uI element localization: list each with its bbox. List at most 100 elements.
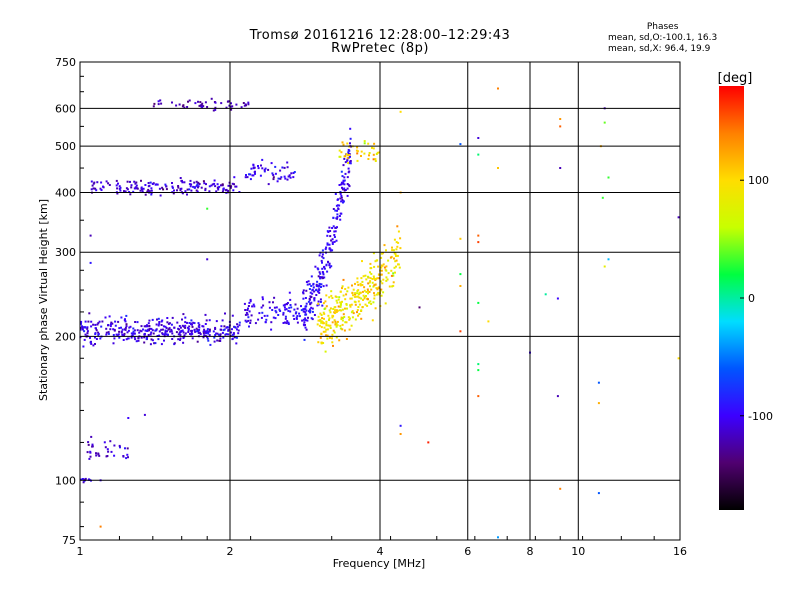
data-point [270,162,273,165]
data-point [559,167,562,169]
data-point [349,304,352,307]
data-point [92,323,95,326]
data-point [272,316,275,319]
data-point [364,274,367,277]
data-point [356,159,359,162]
data-point [196,183,199,186]
data-point [213,179,216,182]
data-point [245,104,247,107]
data-point [293,318,296,320]
x-axis-ticks: 1 2 4 6 8 10 16 [77,536,687,558]
data-point [274,317,277,320]
data-point [167,322,170,325]
data-point [129,180,131,183]
data-point [90,188,93,191]
data-point [310,301,313,304]
data-point [322,330,325,333]
data-point [155,329,158,332]
data-point [206,337,209,340]
data-point [231,328,233,331]
data-point [87,441,90,444]
data-point [373,142,376,145]
data-point [100,325,103,328]
data-point [197,322,200,325]
data-point [335,296,338,298]
data-point [353,300,356,303]
data-point [347,152,350,155]
data-point [124,326,127,329]
data-point [276,180,279,183]
data-point [348,170,351,173]
data-point [459,330,462,333]
data-point [145,336,148,339]
data-point [393,257,395,260]
data-point [351,316,354,319]
data-point [90,325,93,328]
data-point [356,152,359,155]
data-point [607,258,610,261]
data-point [477,301,480,304]
data-point [360,150,363,153]
data-point [83,330,86,333]
data-point [220,102,223,105]
data-point [339,192,342,195]
data-point [372,275,375,278]
data-point [179,337,182,340]
data-point [356,292,358,295]
data-point [253,166,256,169]
data-point [190,183,193,186]
data-point [89,451,92,454]
data-point [160,328,163,331]
data-point [343,157,346,160]
data-point [270,321,273,324]
data-point [144,325,147,328]
data-point [224,312,226,315]
data-point [259,174,262,177]
data-point [399,237,402,240]
data-point [158,187,161,190]
data-point [349,305,352,308]
data-point [105,333,108,336]
data-point [376,151,379,154]
data-point [84,477,87,480]
data-point [312,286,315,289]
data-point [206,329,209,332]
data-point [298,312,301,315]
data-point [304,308,307,311]
data-point [375,277,378,280]
data-point [168,327,171,330]
data-point [325,264,328,267]
data-point [178,325,181,327]
data-point [330,294,333,297]
data-point [203,328,206,331]
data-point [154,183,157,186]
data-point [166,330,168,333]
data-point [196,190,199,193]
data-point [331,337,333,340]
data-point [272,301,274,304]
data-point [287,309,290,312]
data-point [115,184,118,187]
data-point [393,252,396,255]
data-point [252,163,255,166]
data-point [126,180,129,183]
data-point [396,245,399,248]
data-point [248,173,250,176]
data-point [332,329,335,332]
data-point [341,175,344,178]
data-point [329,307,332,310]
data-point [459,285,462,287]
data-point [221,183,224,186]
data-point [556,297,559,300]
data-point [346,307,348,310]
data-point [182,325,185,328]
data-point [329,249,332,252]
data-point [356,277,359,280]
data-point [345,153,348,156]
data-point [373,284,376,287]
data-point [130,336,133,339]
data-point [196,329,199,331]
data-point [90,342,93,345]
data-point [341,328,344,331]
data-point [89,336,91,339]
